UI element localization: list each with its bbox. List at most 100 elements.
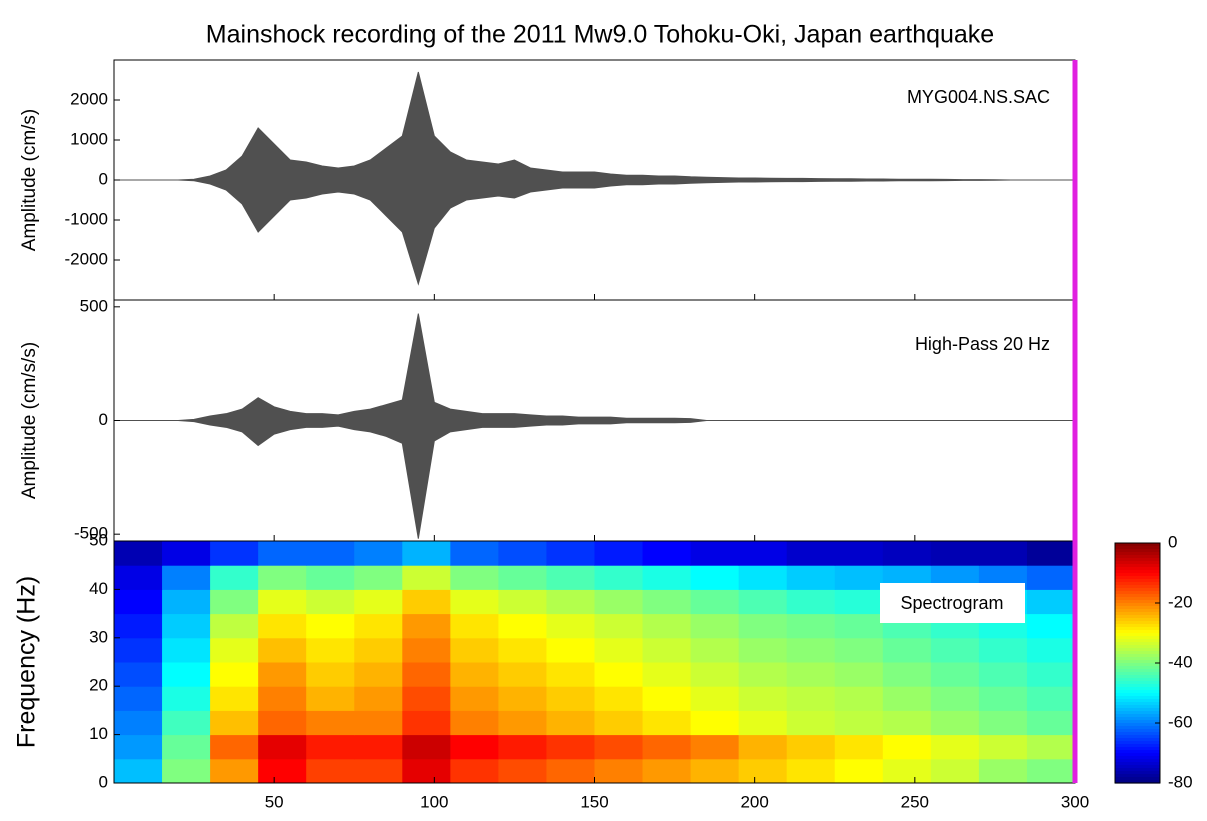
spectrogram-cell [786, 686, 836, 711]
colorbar-step [1115, 633, 1160, 637]
y-tick-label: 2000 [70, 89, 108, 108]
spectrogram-cell [450, 734, 499, 760]
colorbar-step [1115, 702, 1160, 706]
spectrogram-cell [546, 637, 595, 663]
colorbar-step [1115, 714, 1160, 718]
spectrogram-cell [354, 613, 403, 639]
colorbar-step [1115, 564, 1160, 568]
spectrogram-cell [1026, 758, 1076, 784]
spectrogram-cell [258, 734, 307, 760]
spectrogram-cell [642, 758, 692, 784]
spectrogram-cell [738, 734, 788, 760]
colorbar-step [1115, 666, 1160, 670]
colorbar-tick-label: -20 [1168, 592, 1193, 611]
y-axis-label: Amplitude (cm/s/s) [19, 342, 40, 499]
spectrogram-cell [114, 613, 163, 639]
spectrogram-cell [306, 589, 355, 615]
x-tick-label: 300 [1061, 792, 1089, 811]
colorbar-step [1115, 543, 1160, 547]
colorbar-step [1115, 630, 1160, 634]
colorbar-step [1115, 591, 1160, 595]
y-tick-label: 0 [99, 410, 108, 429]
spectrogram-cell [882, 541, 932, 566]
spectrogram-cell [834, 710, 884, 736]
y-tick-label: 50 [89, 530, 108, 549]
spectrogram-cell [882, 662, 932, 687]
spectrogram-cell [210, 637, 259, 663]
spectrogram-cell [690, 758, 740, 784]
spectrogram-cell [738, 637, 788, 663]
colorbar-step [1115, 555, 1160, 559]
spectrogram-cell [546, 758, 595, 784]
spectrogram-cell [258, 565, 307, 590]
spectrogram-cell [1026, 565, 1076, 590]
spectrogram-cell [786, 758, 836, 784]
colorbar-tick-label: 0 [1168, 532, 1177, 551]
spectrogram-cell [594, 613, 644, 639]
spectrogram-cell [690, 637, 740, 663]
colorbar-step [1115, 594, 1160, 598]
y-tick-label: 20 [89, 676, 108, 695]
spectrogram-cell [258, 541, 307, 566]
spectrogram-cell [402, 613, 451, 639]
spectrogram-cell [402, 541, 451, 566]
spectrogram-cell [786, 613, 836, 639]
spectrogram-cell [786, 589, 836, 615]
spectrogram-cell [642, 589, 692, 615]
spectrogram-cell [402, 662, 451, 687]
spectrogram-cell [354, 637, 403, 663]
colorbar-step [1115, 723, 1160, 727]
colorbar-step [1115, 726, 1160, 730]
spectrogram-cell [690, 662, 740, 687]
spectrogram-cell [210, 758, 259, 784]
spectrogram-cell [738, 589, 788, 615]
colorbar-step [1115, 777, 1160, 781]
panel-label: Spectrogram [900, 593, 1003, 613]
spectrogram-cell [594, 758, 644, 784]
spectrogram-cell [402, 734, 451, 760]
spectrogram-cell [642, 541, 692, 566]
label-box [880, 583, 1025, 623]
spectrogram-cell [1026, 734, 1076, 760]
y-tick-label: -500 [74, 524, 108, 543]
spectrogram-cell [498, 565, 547, 590]
spectrogram-cell [978, 758, 1028, 784]
colorbar-step [1115, 651, 1160, 655]
spectrogram-cell [882, 710, 932, 736]
colorbar-step [1115, 750, 1160, 754]
colorbar-step [1115, 753, 1160, 757]
spectrogram-cell [354, 758, 403, 784]
spectrogram-cell [162, 662, 211, 687]
colorbar-step [1115, 645, 1160, 649]
y-tick-label: -2000 [65, 249, 108, 268]
colorbar-step [1115, 687, 1160, 691]
spectrogram-cell [210, 710, 259, 736]
spectrogram-cell [306, 686, 355, 711]
spectrogram-cell [546, 589, 595, 615]
spectrogram-cell [546, 613, 595, 639]
spectrogram-cell [786, 637, 836, 663]
spectrogram-cell [546, 710, 595, 736]
spectrogram-cell [786, 734, 836, 760]
spectrogram-cell [738, 758, 788, 784]
colorbar-step [1115, 657, 1160, 661]
colorbar-step [1115, 756, 1160, 760]
colorbar-step [1115, 636, 1160, 640]
x-tick-label: 150 [580, 792, 608, 811]
spectrogram-cell [354, 541, 403, 566]
spectrogram-cell [162, 589, 211, 615]
spectrogram-cell [738, 565, 788, 590]
spectrogram-cell [162, 565, 211, 590]
spectrogram-cell [642, 613, 692, 639]
spectrogram-cell [210, 541, 259, 566]
colorbar-step [1115, 612, 1160, 616]
colorbar-step [1115, 774, 1160, 778]
spectrogram-cell [258, 662, 307, 687]
spectrogram-cell [354, 589, 403, 615]
colorbar-step [1115, 624, 1160, 628]
spectrogram-cell [498, 734, 547, 760]
spectrogram-cell [450, 686, 499, 711]
spectrogram-cell [690, 710, 740, 736]
spectrogram-cell [546, 541, 595, 566]
colorbar-step [1115, 660, 1160, 664]
